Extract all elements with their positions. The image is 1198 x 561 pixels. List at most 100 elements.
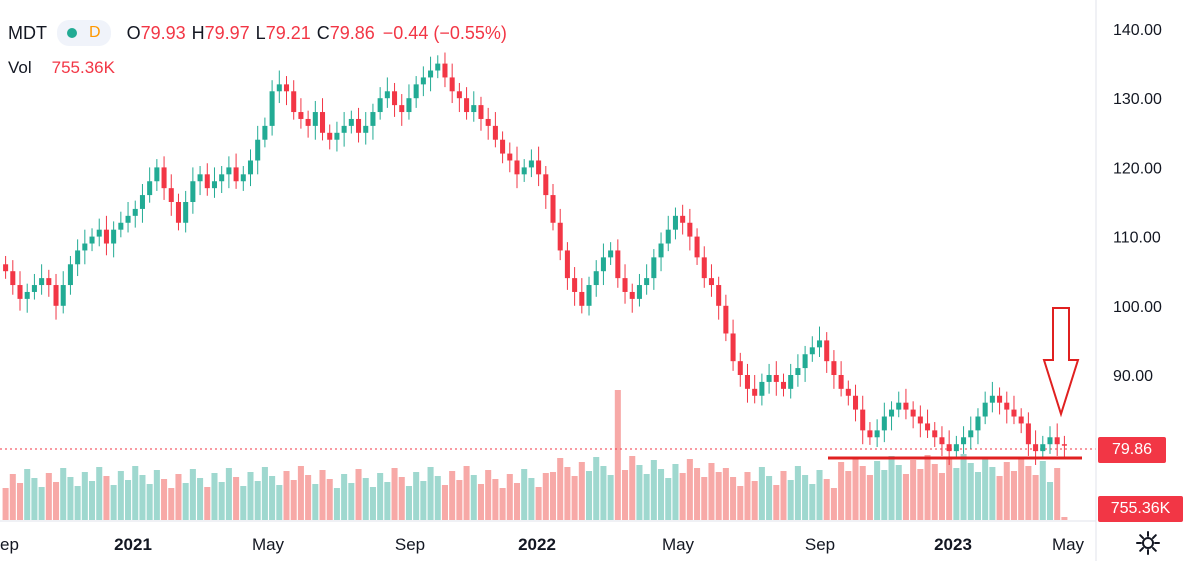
- candle-body: [111, 229, 117, 244]
- volume-bar: [499, 488, 506, 520]
- candle-body: [3, 264, 9, 272]
- volume-bar: [290, 480, 297, 520]
- volume-bar: [52, 482, 60, 520]
- candle-body: [219, 174, 225, 182]
- candle-body: [1018, 416, 1024, 424]
- volume-bar: [153, 470, 160, 520]
- volume-bar: [74, 486, 81, 520]
- symbol-label[interactable]: MDT: [8, 22, 47, 43]
- volume-bar: [838, 462, 845, 520]
- candle-body: [860, 409, 866, 431]
- time-tick-label: ep: [0, 535, 19, 554]
- time-tick-label: May: [252, 535, 285, 554]
- candle-body: [564, 250, 570, 279]
- low-value: 79.21: [265, 22, 311, 43]
- last-price-tag: 79.86: [1098, 437, 1166, 463]
- time-tick-label: 2022: [518, 535, 556, 554]
- candle-body: [183, 202, 189, 223]
- candle-body: [485, 118, 491, 126]
- volume-bar: [614, 390, 621, 520]
- candle-body: [492, 125, 498, 140]
- candle-body: [1040, 444, 1046, 452]
- candle-body: [39, 278, 45, 286]
- volume-bar: [917, 469, 924, 520]
- volume-bar: [888, 456, 895, 520]
- candle-body: [255, 139, 261, 161]
- candle-body: [168, 188, 174, 202]
- candle-body: [802, 354, 808, 369]
- price-tick-label: 100.00: [1113, 299, 1162, 316]
- interval-label: D: [89, 24, 101, 41]
- volume-bar: [9, 474, 16, 520]
- candle-body: [932, 430, 938, 438]
- volume-bar: [557, 458, 564, 520]
- volume-bar: [204, 487, 211, 520]
- volume-bar: [31, 478, 38, 520]
- candle-body: [175, 202, 181, 223]
- volume-bar: [665, 478, 672, 520]
- candle-body: [334, 132, 340, 140]
- candle-body: [961, 437, 967, 445]
- candle-body: [572, 278, 578, 292]
- interval-pill[interactable]: D: [57, 20, 111, 46]
- candle-body: [838, 375, 844, 389]
- candle-body: [514, 160, 520, 175]
- candle-body: [262, 125, 268, 140]
- time-axis[interactable]: ep 2021 May Sep 2022 May Sep 2023 May: [0, 535, 1085, 554]
- volume-bar: [139, 475, 146, 520]
- candle-body: [982, 402, 988, 417]
- candle-body: [881, 416, 887, 431]
- candle-body: [319, 112, 326, 133]
- candle-body: [96, 229, 102, 237]
- candle-body: [752, 388, 758, 396]
- candle-body: [997, 395, 1003, 403]
- candle-body: [46, 278, 52, 286]
- volume-bar: [571, 476, 578, 520]
- volume-bar: [333, 488, 340, 520]
- candle-body: [788, 375, 794, 389]
- candle-body: [723, 305, 729, 334]
- volume-bars: [2, 390, 1068, 520]
- volume-bar: [1032, 475, 1039, 520]
- candle-body: [147, 181, 153, 196]
- candle-body: [716, 285, 722, 306]
- candle-body: [276, 84, 282, 92]
- candle-body: [867, 430, 873, 438]
- volume-bar: [730, 477, 737, 520]
- settings-gear-icon[interactable]: [1134, 529, 1162, 557]
- volume-bar: [377, 473, 384, 520]
- candle-body: [449, 77, 455, 92]
- candle-body: [507, 153, 513, 161]
- candle-body: [615, 250, 621, 279]
- volume-bar: [924, 455, 931, 520]
- volume-bar: [938, 473, 945, 520]
- candle-body: [17, 285, 23, 299]
- candle-body: [1054, 437, 1060, 445]
- volume-bar: [1018, 457, 1025, 520]
- volume-bar: [89, 481, 96, 520]
- candle-body: [744, 375, 751, 389]
- candle-body: [406, 98, 412, 113]
- price-tick-label: 140.00: [1113, 22, 1162, 39]
- volume-bar: [341, 474, 348, 520]
- candle-body: [680, 215, 686, 223]
- volume-bar: [441, 485, 448, 520]
- candle-body: [536, 160, 542, 175]
- candle-body: [392, 91, 398, 106]
- volume-bar: [197, 478, 204, 520]
- candle-body: [651, 257, 657, 279]
- candle-body: [348, 118, 354, 126]
- candle-body: [31, 285, 37, 292]
- volume-bar: [967, 463, 974, 520]
- volume-bar: [528, 478, 535, 520]
- volume-bar: [168, 488, 175, 520]
- price-axis[interactable]: 140.00 130.00 120.00 110.00 100.00 90.00: [0, 0, 1162, 561]
- time-tick-label: May: [1052, 535, 1085, 554]
- volume-bar: [125, 480, 132, 520]
- volume-bar: [830, 488, 837, 520]
- low-label: L: [255, 22, 266, 43]
- volume-bar: [859, 466, 866, 520]
- volume-bar: [585, 471, 593, 520]
- candle-body: [118, 222, 124, 230]
